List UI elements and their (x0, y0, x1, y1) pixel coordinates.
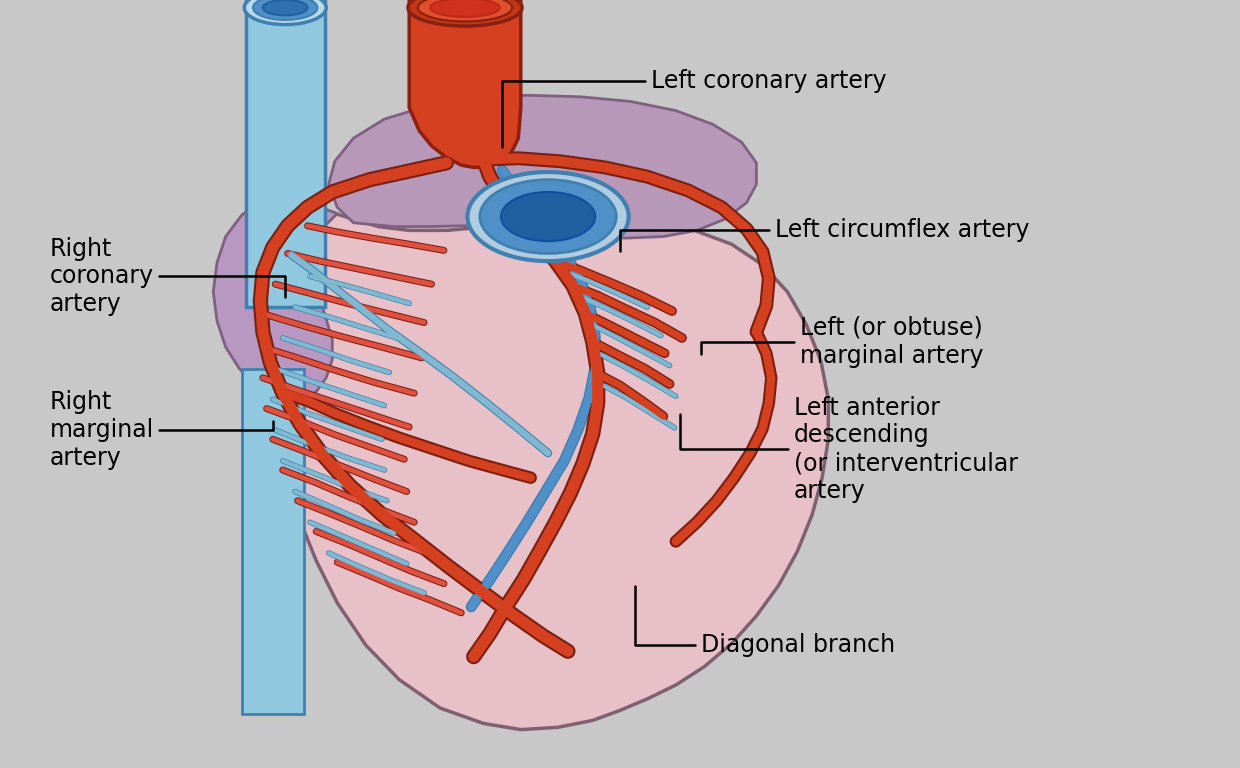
Text: Right
marginal
artery: Right marginal artery (50, 390, 273, 470)
Text: Diagonal branch: Diagonal branch (635, 587, 895, 657)
Text: Left anterior
descending
(or interventricular
artery: Left anterior descending (or interventri… (680, 396, 1018, 503)
Ellipse shape (467, 172, 629, 261)
Polygon shape (246, 0, 325, 307)
Text: Left coronary artery: Left coronary artery (502, 68, 887, 147)
Polygon shape (213, 200, 337, 401)
Text: Right
coronary
artery: Right coronary artery (50, 237, 285, 316)
Ellipse shape (244, 0, 326, 25)
Ellipse shape (480, 180, 616, 253)
Polygon shape (242, 369, 304, 714)
Ellipse shape (418, 0, 512, 22)
Polygon shape (254, 198, 828, 730)
Ellipse shape (253, 0, 317, 20)
Ellipse shape (501, 192, 595, 241)
Text: Left circumflex artery: Left circumflex artery (620, 218, 1029, 250)
Polygon shape (329, 95, 756, 238)
Polygon shape (409, 0, 521, 167)
Text: Left (or obtuse)
marginal artery: Left (or obtuse) marginal artery (701, 316, 983, 368)
Ellipse shape (408, 0, 522, 26)
Ellipse shape (263, 0, 308, 15)
Ellipse shape (430, 0, 500, 17)
